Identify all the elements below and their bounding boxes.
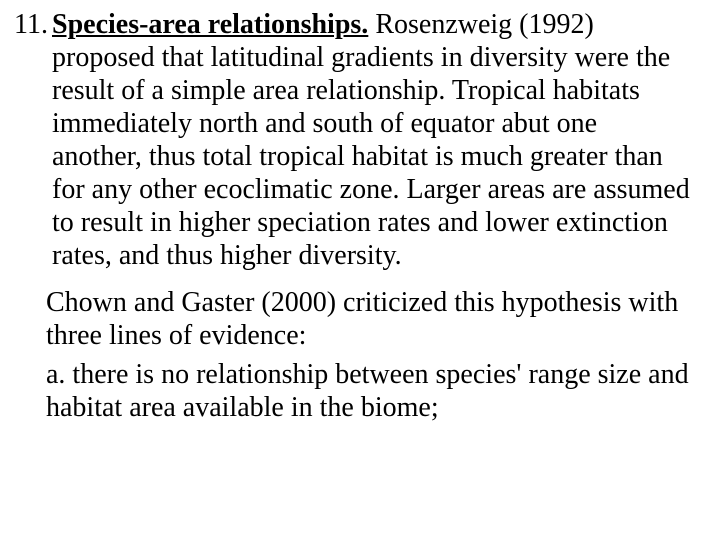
list-number: 11. xyxy=(14,8,52,41)
paragraph-main-rest: Rosenzweig (1992) proposed that latitudi… xyxy=(52,9,690,271)
list-item-11: 11. Species-area relationships. Rosenzwe… xyxy=(14,8,692,272)
paragraph-main: Species-area relationships. Rosenzweig (… xyxy=(52,8,692,272)
paragraph-evidence-a: a. there is no relationship between spec… xyxy=(46,358,692,424)
slide-page: 11. Species-area relationships. Rosenzwe… xyxy=(0,0,720,540)
lead-phrase: Species-area relationships. xyxy=(52,9,368,40)
paragraph-critique-intro: Chown and Gaster (2000) criticized this … xyxy=(46,286,692,352)
